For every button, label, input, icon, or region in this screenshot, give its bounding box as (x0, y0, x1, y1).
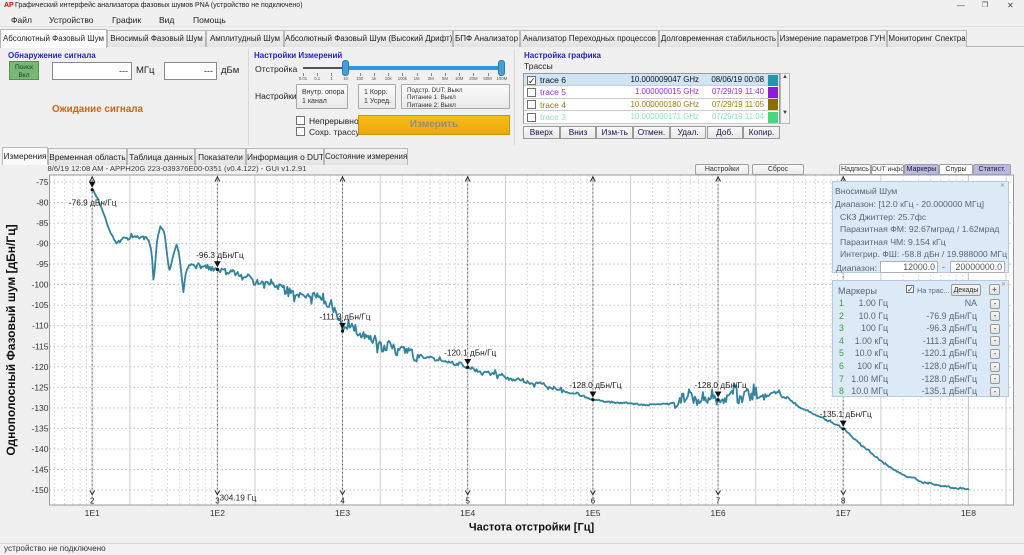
svg-text:-128.0 дБн/Гц: -128.0 дБн/Гц (694, 380, 746, 390)
svg-text:1E4: 1E4 (460, 508, 475, 518)
svg-text:4: 4 (340, 497, 345, 506)
svg-text:-150: -150 (31, 485, 48, 495)
svg-text:-75: -75 (36, 177, 49, 187)
svg-text:-76.9 дБн/Гц: -76.9 дБн/Гц (69, 197, 117, 207)
svg-text:-140: -140 (31, 444, 48, 454)
svg-text:-80: -80 (36, 198, 49, 208)
svg-text:5: 5 (466, 497, 471, 506)
svg-text:-105: -105 (31, 300, 48, 310)
svg-text:304.19 Гц: 304.19 Гц (220, 493, 257, 503)
svg-text:-110: -110 (32, 321, 49, 331)
svg-text:-100: -100 (31, 280, 48, 290)
svg-text:8/6/19 12:08 AM - APPH20G 223-: 8/6/19 12:08 AM - APPH20G 223-039376E00-… (48, 165, 307, 173)
svg-text:-125: -125 (31, 382, 48, 392)
svg-text:-96.3 дБн/Гц: -96.3 дБн/Гц (196, 250, 244, 260)
svg-text:-95: -95 (36, 259, 49, 269)
svg-text:-85: -85 (36, 218, 49, 228)
svg-text:2: 2 (90, 497, 94, 506)
svg-text:1E5: 1E5 (585, 508, 600, 518)
svg-text:-130: -130 (31, 403, 48, 413)
svg-text:1E7: 1E7 (836, 508, 851, 518)
svg-text:1E1: 1E1 (85, 508, 100, 518)
svg-text:1E8: 1E8 (961, 508, 976, 518)
svg-text:7: 7 (716, 497, 720, 506)
svg-text:-111.3 дБн/Гц: -111.3 дБн/Гц (319, 311, 370, 321)
svg-text:1E3: 1E3 (335, 508, 350, 518)
svg-text:Однополосный Фазовый шум [дБн/: Однополосный Фазовый шум [дБн/Гц] (4, 224, 18, 455)
svg-text:-115: -115 (32, 341, 49, 351)
svg-text:-120.1 дБн/Гц: -120.1 дБн/Гц (444, 348, 496, 358)
svg-text:-128.0 дБн/Гц: -128.0 дБн/Гц (569, 380, 621, 390)
svg-text:-135.1 дБн/Гц: -135.1 дБн/Гц (820, 409, 872, 419)
svg-text:1E6: 1E6 (711, 508, 726, 518)
svg-text:-120: -120 (31, 362, 48, 372)
svg-text:-135: -135 (31, 423, 48, 433)
svg-text:1E2: 1E2 (210, 508, 225, 518)
svg-text:3: 3 (215, 497, 219, 506)
svg-text:8: 8 (841, 497, 845, 506)
svg-text:6: 6 (591, 497, 595, 506)
svg-text:-90: -90 (36, 239, 49, 249)
svg-text:-145: -145 (31, 465, 48, 475)
svg-text:Частота отстройки [Гц]: Частота отстройки [Гц] (469, 522, 595, 534)
